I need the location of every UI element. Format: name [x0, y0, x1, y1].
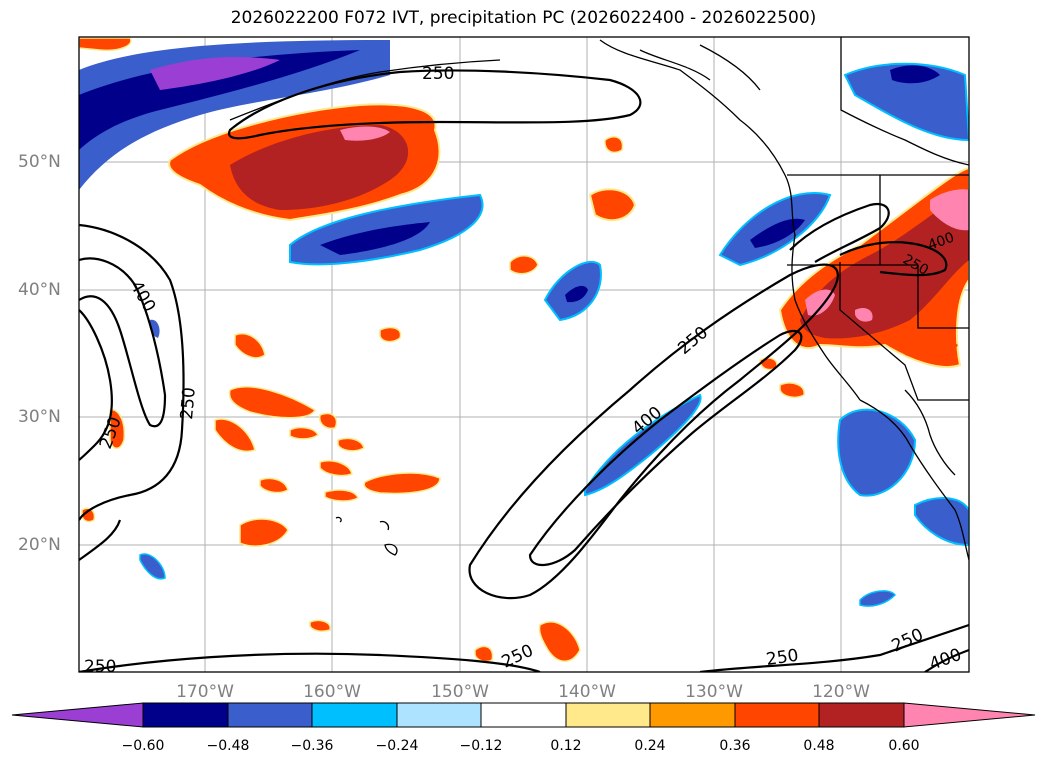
- gridlines: [79, 37, 969, 672]
- contour-400-ar: [528, 329, 803, 567]
- lat-label: 20°N: [18, 535, 61, 555]
- map-frame: [79, 37, 969, 672]
- positive-precip-patches: [79, 37, 969, 663]
- lat-label: 50°N: [18, 152, 61, 172]
- colorbar-tick-label: −0.60: [121, 738, 165, 754]
- contour-250-north: [227, 69, 642, 140]
- colorbar-tick-label: −0.48: [206, 738, 250, 754]
- lon-label: 170°W: [176, 682, 234, 702]
- contour-label: 250: [177, 386, 200, 420]
- lon-label: 150°W: [431, 682, 489, 702]
- colorbar-tick-label: −0.12: [459, 738, 503, 754]
- ivt-contours: [79, 69, 969, 672]
- colorbar-extend-right: [903, 702, 1036, 728]
- colorbar-tick-label: 0.24: [634, 738, 666, 754]
- lat-label: 30°N: [18, 407, 61, 427]
- colorbar-extend-left: [11, 702, 144, 728]
- colorbar: [11, 702, 1036, 728]
- contour-400-west: [79, 257, 167, 428]
- colorbar-tick-label: −0.24: [375, 738, 419, 754]
- contour-label: 250: [84, 657, 116, 677]
- contour-label: 250: [765, 646, 800, 670]
- contour-250-south: [79, 519, 122, 561]
- colorbar-tick-label: 0.36: [719, 738, 751, 754]
- lon-label: 160°W: [303, 682, 361, 702]
- ne-blue-blob: [843, 62, 969, 142]
- lon-label: 130°W: [685, 682, 743, 702]
- map-title: 2026022200 F072 IVT, precipitation PC (2…: [230, 8, 817, 28]
- lat-label: 40°N: [18, 280, 61, 300]
- lon-label: 140°W: [558, 682, 616, 702]
- colorbar-tick-label: −0.36: [290, 738, 334, 754]
- colorbar-tick-label: 0.12: [550, 738, 582, 754]
- contour-250-ar: [468, 263, 839, 600]
- negative-precip-patches: [79, 40, 969, 607]
- colorbar-tick-label: 0.60: [888, 738, 920, 754]
- ar-blue-strip: [584, 393, 702, 497]
- coastlines: [229, 37, 969, 561]
- contour-250-west: [79, 223, 185, 521]
- sw-coast-blue: [837, 408, 917, 497]
- colorbar-tick-label: 0.48: [803, 738, 835, 754]
- contour-label: 250: [422, 64, 454, 84]
- lon-label: 120°W: [812, 682, 870, 702]
